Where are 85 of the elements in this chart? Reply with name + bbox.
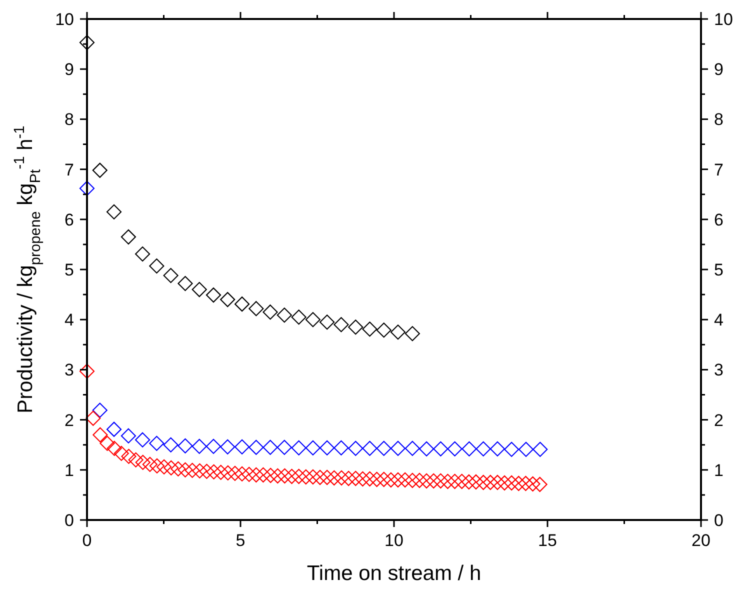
point — [262, 440, 278, 455]
point — [220, 292, 236, 308]
point — [362, 322, 378, 337]
y2-tick-label: 9 — [714, 60, 724, 80]
y2-tick-label: 4 — [714, 310, 724, 330]
point — [192, 438, 207, 454]
x-tick-label: 0 — [82, 531, 92, 550]
x-tick-label: 10 — [384, 531, 404, 550]
point — [504, 442, 520, 457]
point — [362, 440, 378, 456]
point — [404, 326, 420, 342]
point — [178, 276, 193, 292]
point — [291, 440, 306, 456]
point — [276, 440, 292, 455]
point — [79, 180, 95, 196]
y-tick-label: 2 — [64, 410, 74, 430]
point — [163, 268, 178, 284]
y2-tick-label: 5 — [714, 260, 724, 280]
point — [305, 440, 320, 456]
y2-tick-label: 10 — [714, 10, 733, 29]
point — [532, 442, 548, 457]
point — [92, 162, 108, 178]
point — [206, 288, 222, 303]
point — [334, 440, 349, 456]
point — [462, 441, 477, 456]
point — [149, 436, 164, 451]
x-axis-title: Time on stream / h — [306, 562, 482, 585]
point — [348, 440, 364, 456]
y-tick-label: 4 — [64, 310, 74, 330]
point — [320, 314, 335, 330]
y2-tick-label: 3 — [714, 360, 724, 380]
y2-tick-label: 1 — [714, 460, 724, 480]
y-tick-label: 7 — [64, 160, 74, 180]
y-tick-label: 5 — [64, 260, 74, 280]
x-tick-label: 5 — [236, 531, 246, 550]
y-tick-label: 6 — [64, 210, 74, 230]
point — [476, 441, 491, 456]
point — [320, 440, 335, 456]
point — [92, 402, 108, 418]
point — [106, 204, 122, 220]
y2-tick-label: 0 — [714, 511, 724, 530]
point — [192, 282, 207, 298]
y-tick-label: 10 — [55, 10, 74, 29]
y2-tick-label: 6 — [714, 210, 724, 230]
point — [120, 428, 136, 444]
point — [348, 320, 364, 335]
y-tick-label: 9 — [64, 60, 74, 80]
point — [178, 438, 193, 454]
point — [79, 34, 95, 50]
point — [248, 440, 264, 455]
point — [291, 310, 306, 325]
x-tick-label: 20 — [692, 531, 710, 550]
point — [135, 246, 150, 262]
y-tick-label: 3 — [64, 360, 74, 380]
point — [390, 440, 406, 456]
point — [433, 441, 448, 456]
point — [234, 296, 250, 312]
y-tick-label: 0 — [64, 511, 74, 530]
y-tick-label: 1 — [64, 460, 74, 480]
point — [106, 422, 122, 437]
point — [234, 439, 250, 454]
point — [276, 308, 292, 323]
y2-tick-label: 2 — [714, 410, 724, 430]
point — [305, 312, 320, 328]
point — [518, 442, 534, 457]
point — [390, 324, 406, 340]
point — [376, 322, 392, 338]
point — [262, 304, 278, 320]
y2-tick-label: 7 — [714, 160, 724, 180]
point — [334, 317, 349, 332]
y2-tick-label: 8 — [714, 110, 724, 130]
point — [163, 437, 178, 452]
point — [135, 432, 150, 448]
point — [418, 441, 434, 456]
point — [149, 258, 164, 274]
x-tick-label: 15 — [538, 531, 557, 550]
point — [206, 438, 222, 454]
point — [404, 440, 420, 456]
point — [447, 441, 462, 456]
point — [248, 301, 264, 316]
point — [490, 441, 506, 456]
y-tick-label: 8 — [64, 110, 74, 130]
point — [120, 229, 136, 244]
point — [220, 439, 236, 454]
point — [376, 440, 392, 456]
